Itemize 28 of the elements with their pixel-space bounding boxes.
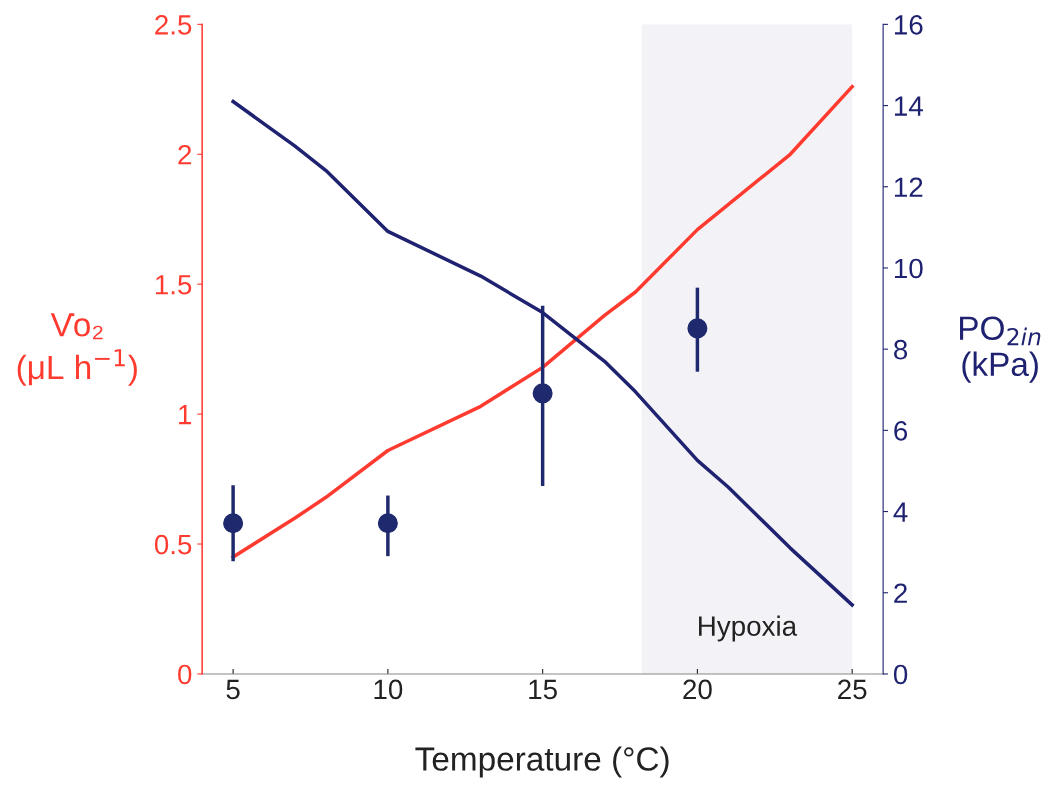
y2-tick-label: 16 bbox=[894, 15, 923, 35]
x-tick-label: 10 bbox=[374, 679, 403, 700]
x-tick-label: 25 bbox=[838, 679, 867, 700]
x-axis-title: Temperature (°C) bbox=[415, 746, 669, 778]
y2-tick-label: 14 bbox=[894, 96, 923, 116]
y-tick-label: 2 bbox=[178, 144, 192, 165]
y-tick-label: 1.5 bbox=[155, 275, 192, 295]
y-tick-label: 1 bbox=[179, 405, 192, 425]
y2-tick-label: 8 bbox=[894, 339, 908, 360]
y2-tick-label: 10 bbox=[894, 258, 923, 279]
y2-tick-label: 12 bbox=[894, 177, 923, 197]
x-tick-label: 15 bbox=[529, 679, 557, 700]
point bbox=[223, 513, 244, 534]
x-tick-label: 20 bbox=[683, 679, 712, 700]
point bbox=[687, 318, 708, 339]
y2-axis-title: PO$_{2in}$ (kPa) bbox=[960, 316, 1041, 383]
y-tick-label: 0.5 bbox=[154, 534, 192, 555]
y-tick-label: 2.5 bbox=[155, 15, 192, 35]
point bbox=[532, 383, 553, 404]
y-axis-title: V̇o₂ (μL h$^{−1}$) bbox=[17, 313, 137, 386]
x-tick-label: 5 bbox=[226, 679, 240, 700]
band-label: Hypoxia bbox=[699, 615, 798, 642]
y2-tick-label: 6 bbox=[894, 421, 908, 441]
y2-tick-label: 0 bbox=[893, 664, 908, 685]
y-tick-label: 0 bbox=[178, 664, 192, 685]
y2-tick-label: 4 bbox=[893, 502, 908, 522]
y2-tick-label: 2 bbox=[894, 583, 907, 603]
point bbox=[377, 513, 398, 534]
